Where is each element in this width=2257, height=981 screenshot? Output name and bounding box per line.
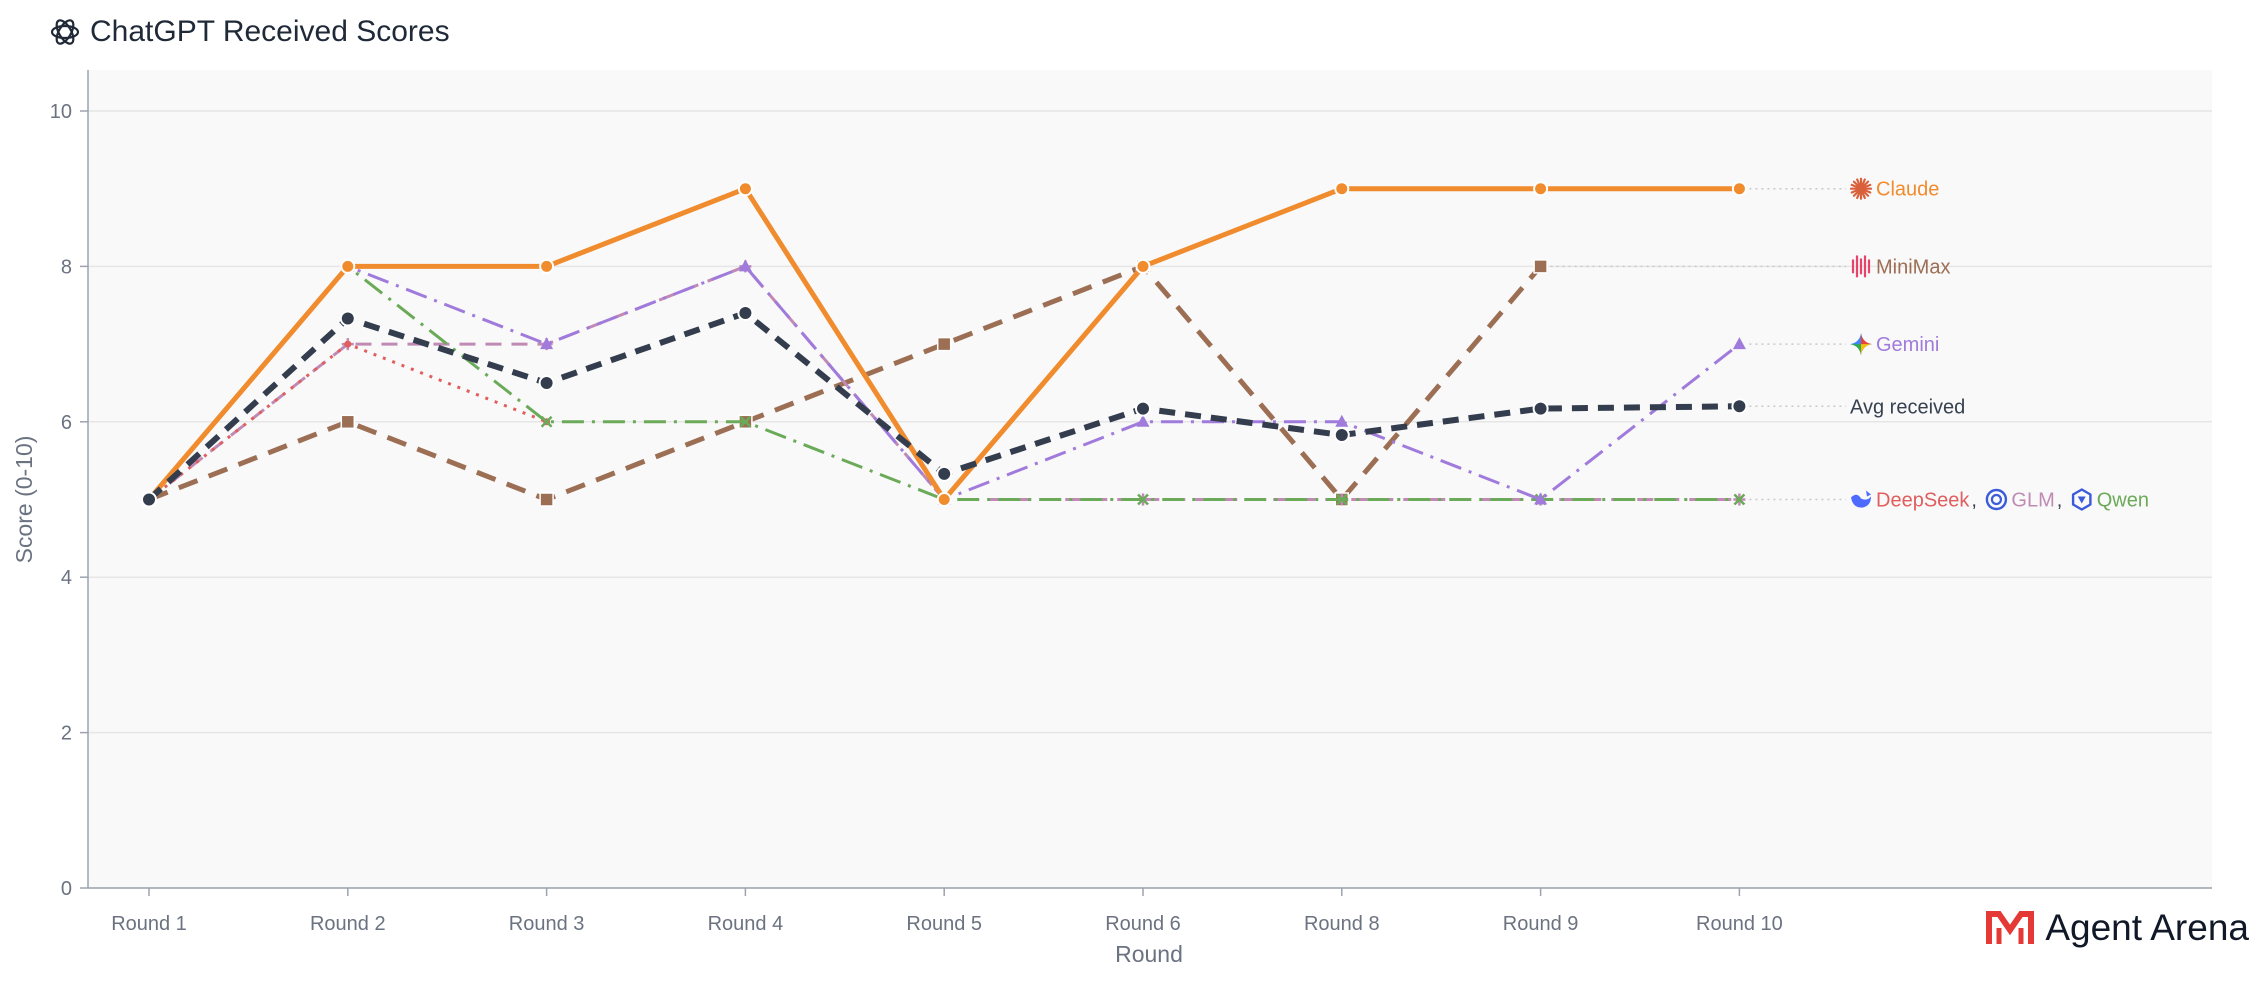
- data-point: [936, 465, 953, 482]
- data-point: [1333, 427, 1350, 444]
- icon-shape: [1851, 494, 1871, 508]
- end-label-minimax: MiniMax: [1851, 255, 1950, 278]
- data-point: [1733, 493, 1746, 506]
- qwen-icon: [2071, 488, 2092, 511]
- x-tick-label: Round 3: [509, 913, 585, 935]
- end-label-separator: ,: [1971, 490, 1977, 512]
- gemini-sparkle-icon: [1850, 333, 1872, 356]
- data-point: [141, 491, 157, 508]
- data-point: [1533, 181, 1549, 197]
- end-label-deepseek: DeepSeek: [1851, 490, 1970, 512]
- y-tick-label: 0: [61, 878, 72, 900]
- x-tick-label: Round 9: [1503, 913, 1579, 935]
- data-point: [539, 492, 554, 507]
- end-label-avg-received: Avg received: [1850, 396, 1965, 418]
- data-point: [538, 374, 555, 391]
- data-point: [738, 259, 752, 272]
- data-point: [1335, 414, 1349, 427]
- data-point: [539, 258, 555, 274]
- data-point: [1731, 181, 1747, 197]
- data-point: [340, 258, 356, 274]
- series-claude: [141, 181, 1747, 507]
- data-point: [936, 336, 952, 352]
- data-point: [1732, 337, 1746, 350]
- y-axis-title: Score (0-10): [11, 436, 37, 564]
- claude-starburst-icon: [1849, 177, 1873, 200]
- series-line: [147, 264, 1740, 501]
- icon-shape: [1861, 333, 1872, 345]
- minimax-wave-icon: [1851, 255, 1871, 278]
- data-point: [1335, 493, 1348, 506]
- data-point: [1532, 400, 1549, 417]
- x-tick-label: Round 4: [708, 913, 784, 935]
- data-point: [340, 414, 356, 430]
- icon-shape: [1990, 493, 2003, 506]
- end-label-text: Qwen: [2097, 490, 2149, 512]
- glm-icon: [1985, 488, 2008, 511]
- end-label-claude: Claude: [1849, 177, 1939, 201]
- end-label-gemini: Gemini: [1850, 333, 1939, 356]
- icon-shape: [1861, 344, 1872, 356]
- end-label-text: DeepSeek: [1876, 490, 1970, 512]
- deepseek-whale-icon: [1851, 490, 1871, 508]
- icon-shape: [1866, 490, 1871, 497]
- data-point: [737, 181, 753, 197]
- y-tick-label: 6: [61, 412, 72, 434]
- end-label-text: Avg received: [1850, 396, 1965, 418]
- data-point: [540, 337, 554, 350]
- x-tick-label: Round 8: [1304, 913, 1380, 935]
- end-label-separator: ,: [2057, 490, 2063, 512]
- end-label-text: GLM: [2011, 490, 2054, 512]
- data-point: [737, 305, 754, 322]
- x-tick-label: Round 6: [1105, 913, 1181, 935]
- page-title: ChatGPT Received Scores: [90, 15, 450, 48]
- chart-header: ChatGPT Received Scores: [48, 10, 450, 54]
- series-avg-received: [141, 305, 1748, 508]
- brand-logo: Agent Arena: [1985, 907, 2249, 949]
- data-point: [339, 310, 356, 327]
- y-tick-label: 2: [61, 723, 72, 745]
- data-point: [739, 415, 752, 428]
- icon-shape: [1985, 488, 2008, 511]
- plot-area: [88, 70, 2212, 888]
- data-point: [1731, 398, 1748, 415]
- end-label-text: MiniMax: [1876, 256, 1950, 278]
- data-point: [1137, 493, 1149, 506]
- agent-arena-logo-icon: [1986, 911, 2035, 944]
- x-axis-title: Round: [1115, 941, 1183, 967]
- end-label-glm: GLM: [1985, 488, 2055, 512]
- icon-shape: [2071, 488, 2092, 511]
- x-tick-label: Round 5: [906, 913, 982, 935]
- data-point: [1136, 414, 1150, 427]
- data-point: [1135, 258, 1151, 274]
- icon-shape: [2077, 496, 2086, 504]
- data-point: [344, 340, 352, 348]
- end-label-text: Claude: [1876, 179, 1939, 201]
- data-point: [1533, 259, 1548, 274]
- y-tick-label: 4: [61, 567, 72, 589]
- x-tick-label: Round 1: [111, 913, 187, 935]
- end-label-text: Gemini: [1876, 334, 1939, 356]
- y-tick-label: 8: [61, 256, 72, 278]
- data-point: [1135, 400, 1151, 417]
- data-point: [540, 415, 553, 428]
- data-point: [1334, 181, 1350, 197]
- openai-logo-icon: [50, 19, 80, 45]
- y-tick-label: 10: [50, 101, 72, 123]
- icon-shape: [1850, 344, 1861, 356]
- brand-name: Agent Arena: [2045, 907, 2249, 948]
- icon-stroke: [1850, 183, 1872, 194]
- data-point: [936, 492, 952, 507]
- end-label-qwen: Qwen: [2071, 488, 2149, 512]
- data-point: [1534, 492, 1548, 505]
- x-tick-label: Round 2: [310, 913, 386, 935]
- x-tick-label: Round 10: [1696, 913, 1783, 935]
